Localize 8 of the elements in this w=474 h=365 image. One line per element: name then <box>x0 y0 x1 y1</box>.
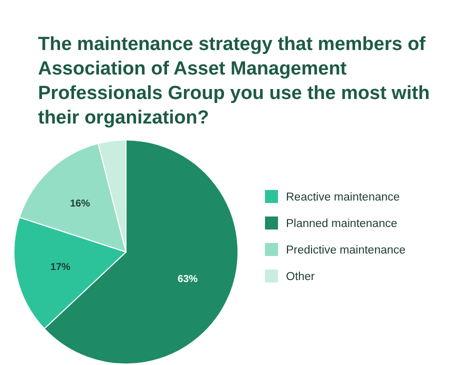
data-label: 17% <box>50 262 71 274</box>
legend-label: Reactive maintenance <box>286 192 400 204</box>
chart-title: The maintenance strategy that members of Association of Asset Management Professionals Group you use the most with their organization? <box>38 34 430 128</box>
data-label: 63% <box>178 274 198 286</box>
legend-label: Planned maintenance <box>286 218 398 230</box>
legend-label: Other <box>286 271 315 284</box>
data-label: 16% <box>70 198 90 210</box>
legend-label: Predictive maintenance <box>286 244 406 257</box>
